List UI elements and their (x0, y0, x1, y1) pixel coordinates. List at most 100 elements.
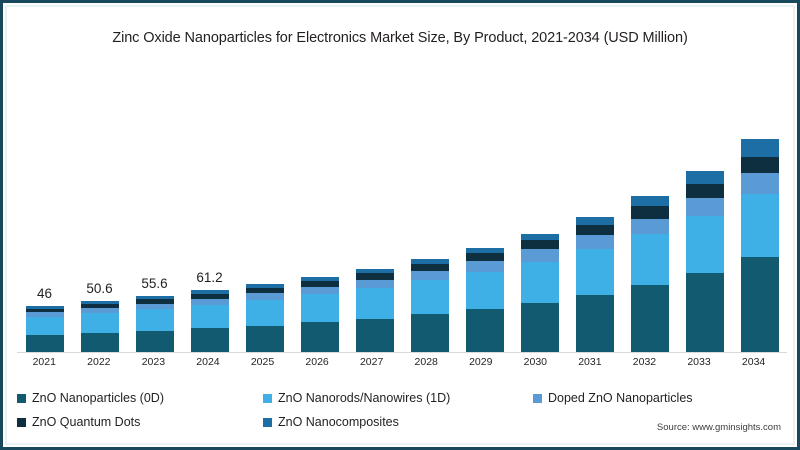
stacked-bar[interactable] (300, 276, 339, 352)
bar-segment[interactable] (245, 284, 284, 288)
bar-segment[interactable] (740, 257, 779, 352)
bar-segment[interactable] (135, 303, 174, 310)
bar-segment[interactable] (630, 196, 669, 207)
stacked-bar[interactable]: 61.2 (190, 270, 229, 352)
bar-segment[interactable] (575, 224, 614, 236)
legend-item-znO-quantum-dots[interactable]: ZnO Quantum Dots (17, 415, 263, 429)
bar-segment[interactable] (355, 279, 394, 288)
bar-segment[interactable] (630, 234, 669, 285)
bar-segment[interactable] (190, 293, 229, 299)
bar-segment[interactable] (740, 172, 779, 195)
stacked-bar[interactable] (520, 233, 559, 352)
bar-segment[interactable] (300, 294, 339, 323)
bar-segment[interactable] (740, 194, 779, 258)
bar-segment[interactable] (465, 247, 504, 253)
bar-segment[interactable] (520, 249, 559, 262)
bar-value-label: 50.6 (86, 281, 113, 297)
bar-value-label: 61.2 (196, 270, 223, 286)
bar-segment[interactable] (410, 314, 449, 352)
bar-segment[interactable] (25, 334, 64, 352)
x-tick-2034: 2034 (741, 356, 766, 368)
bar-segment[interactable] (135, 309, 174, 331)
bar-segment[interactable] (740, 156, 779, 173)
bar-segment[interactable] (300, 280, 339, 287)
plot-area: 46 50.6 55.6 61.2 (17, 91, 787, 353)
bar-segment[interactable] (355, 272, 394, 280)
x-tick-2021: 2021 (32, 356, 56, 368)
bar-segment[interactable] (190, 290, 229, 294)
bar-segment[interactable] (630, 218, 669, 235)
bar-segment[interactable] (80, 301, 119, 305)
bar-segment[interactable] (355, 287, 394, 319)
bar-segment[interactable] (300, 322, 339, 352)
bar-segment[interactable] (630, 284, 669, 352)
bar-segment[interactable] (190, 328, 229, 352)
legend-row-2: ZnO Quantum Dots ZnO Nanocomposites (17, 410, 717, 434)
bar-segment[interactable] (355, 268, 394, 273)
bar-segment[interactable] (575, 249, 614, 295)
stacked-bar[interactable] (410, 259, 449, 352)
bar-segment[interactable] (245, 293, 284, 300)
bar-segment[interactable] (80, 332, 119, 352)
bar-segment[interactable] (80, 304, 119, 309)
legend-item-doped-znO-nanoparticles[interactable]: Doped ZnO Nanoparticles (533, 391, 693, 405)
bar-segment[interactable] (685, 197, 724, 217)
stacked-bar[interactable] (575, 217, 614, 352)
bar-segment[interactable] (520, 239, 559, 250)
bar-segment[interactable] (300, 286, 339, 295)
bar-segment[interactable] (410, 271, 449, 281)
stacked-bar[interactable] (685, 170, 724, 352)
bar-segment[interactable] (410, 280, 449, 315)
bar-segment[interactable] (135, 296, 174, 300)
bar-segment[interactable] (300, 276, 339, 281)
legend-item-znO-nanocomposites[interactable]: ZnO Nanocomposites (263, 415, 533, 429)
bar-segment[interactable] (410, 259, 449, 264)
bar-segment[interactable] (80, 312, 119, 333)
bar-segment[interactable] (190, 298, 229, 305)
bar-segment[interactable] (135, 330, 174, 352)
legend-item-label: ZnO Nanorods/Nanowires (1D) (278, 391, 451, 405)
bar-segment[interactable] (740, 139, 779, 157)
bar-segment[interactable] (355, 318, 394, 352)
stacked-bar[interactable] (465, 247, 504, 352)
bar-segment[interactable] (465, 252, 504, 262)
legend-swatch-icon (17, 417, 26, 427)
stacked-bar[interactable] (355, 268, 394, 352)
bar-segment[interactable] (630, 206, 669, 219)
legend-item-znO-nanoparticles-0d[interactable]: ZnO Nanoparticles (0D) (17, 391, 263, 405)
bar-segment[interactable] (135, 299, 174, 304)
stacked-bar[interactable]: 55.6 (135, 276, 174, 352)
chart-legend: ZnO Nanoparticles (0D) ZnO Nanorods/Nanow… (17, 386, 717, 434)
bar-segment[interactable] (465, 309, 504, 352)
legend-item-znO-nanorods-nanowires-1d[interactable]: ZnO Nanorods/Nanowires (1D) (263, 391, 533, 405)
bar-segment[interactable] (245, 325, 284, 352)
bar-segment[interactable] (685, 216, 724, 273)
bar-segment[interactable] (410, 263, 449, 272)
bar-segment[interactable] (25, 312, 64, 317)
stacked-bar[interactable] (245, 284, 284, 352)
bar-segment[interactable] (245, 287, 284, 294)
x-tick-2027: 2027 (359, 356, 384, 368)
bar-segment[interactable] (80, 308, 119, 313)
stacked-bar[interactable] (740, 139, 779, 352)
bar-segment[interactable] (575, 235, 614, 250)
bar-segment[interactable] (520, 233, 559, 240)
bar-segment[interactable] (190, 304, 229, 329)
bar-segment[interactable] (25, 308, 64, 313)
bar-segment[interactable] (685, 183, 724, 198)
bar-segment[interactable] (685, 272, 724, 352)
bar-segment[interactable] (520, 302, 559, 352)
stacked-bar[interactable]: 50.6 (80, 281, 119, 352)
bar-segment[interactable] (25, 316, 64, 335)
bar-segment[interactable] (575, 217, 614, 225)
bar-segment[interactable] (25, 305, 64, 309)
bar-segment[interactable] (245, 299, 284, 326)
stacked-bar[interactable] (630, 196, 669, 352)
bar-segment[interactable] (575, 294, 614, 352)
bar-segment[interactable] (520, 261, 559, 303)
bar-segment[interactable] (685, 170, 724, 184)
stacked-bar[interactable]: 46 (25, 286, 64, 352)
bar-segment[interactable] (465, 271, 504, 310)
bar-segment[interactable] (465, 261, 504, 272)
